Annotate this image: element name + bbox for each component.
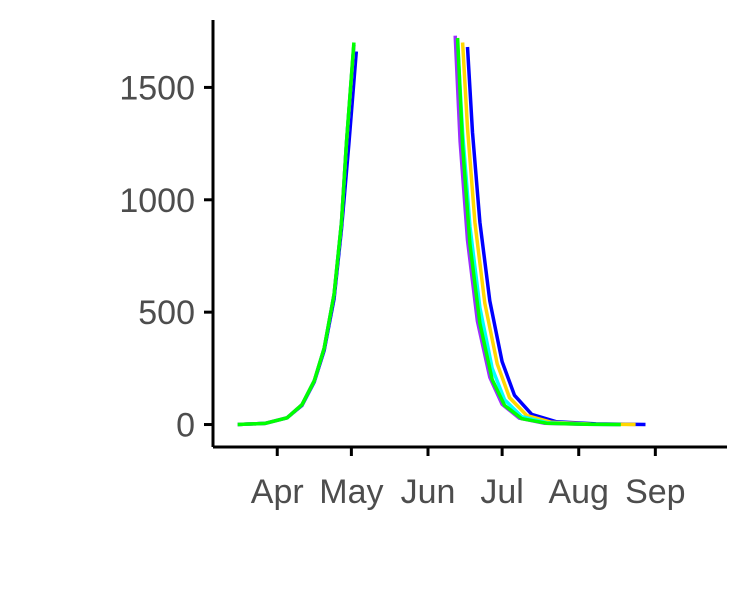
series-4-rising-line: [237, 44, 356, 427]
y-axis-ticks: 0 500 1000 1500: [119, 69, 213, 445]
x-tick-label: Jul: [480, 473, 523, 511]
y-tick-label: 500: [138, 294, 195, 332]
y-tick-label: 1500: [119, 69, 195, 107]
series-1-falling-line: [465, 46, 646, 427]
x-tick-label: Jun: [401, 473, 456, 511]
series-3-rising-line: [237, 44, 356, 427]
x-tick-label: Apr: [251, 473, 304, 511]
y-tick-label: 1000: [119, 182, 195, 220]
y-tick-label: 0: [176, 407, 195, 445]
series-5-falling-line: [455, 37, 621, 427]
x-axis-ticks: Apr May Jun Jul Aug Sep: [251, 447, 686, 511]
x-tick-label: May: [319, 473, 383, 511]
series-5-rising-line: [237, 42, 356, 427]
series-2-rising-line: [237, 44, 356, 427]
x-tick-label: Aug: [548, 473, 609, 511]
series-layer: [237, 35, 646, 427]
x-tick-label: Sep: [625, 473, 686, 511]
